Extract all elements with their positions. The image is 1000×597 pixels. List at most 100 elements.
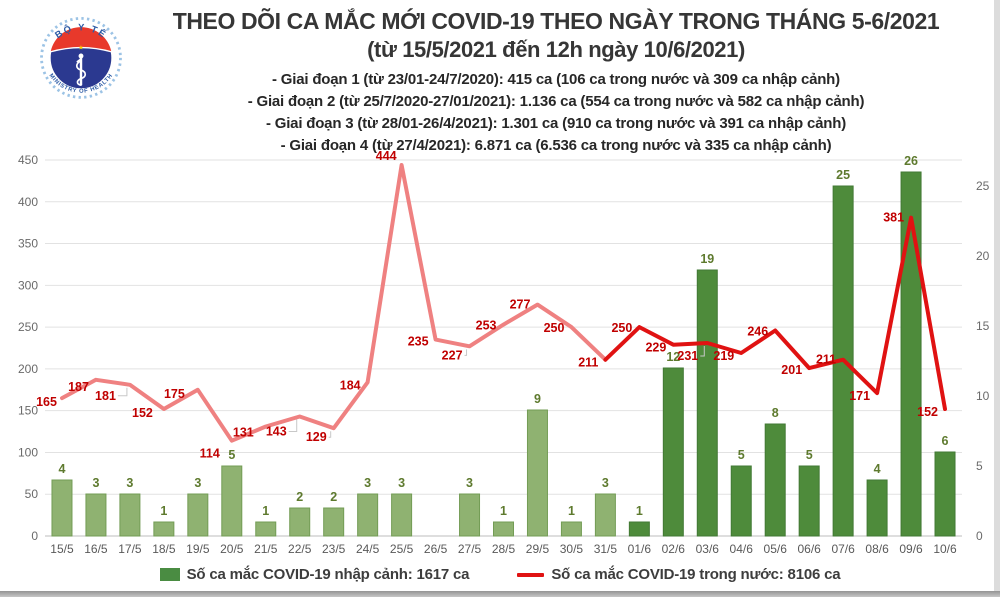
bar-value-label: 6 (942, 434, 949, 448)
page-subtitle: (từ 15/5/2021 đến 12h ngày 10/6/2021) (367, 37, 745, 62)
label-leader-line (464, 349, 468, 356)
line-value-label: 211 (816, 353, 836, 367)
bar (153, 521, 175, 537)
line-value-label: 250 (611, 321, 632, 335)
line-value-label: 444 (376, 149, 397, 163)
x-axis-label: 22/5 (288, 542, 312, 556)
bar-value-label: 1 (636, 504, 643, 518)
x-axis-label: 30/5 (560, 542, 584, 556)
bar (255, 521, 277, 537)
x-axis-label: 23/5 (322, 542, 346, 556)
bar (526, 409, 548, 537)
bar (696, 269, 718, 537)
bar-value-label: 1 (500, 504, 507, 518)
bar (459, 493, 481, 537)
bar (934, 451, 956, 537)
line-value-label: 131 (233, 426, 254, 440)
left-axis-tick: 200 (18, 362, 38, 376)
x-axis-label: 31/5 (594, 542, 618, 556)
phase-line-3: - Giai đoạn 3 (từ 28/01-26/4/2021): 1.30… (265, 115, 846, 132)
rod-of-asclepius-icon (75, 53, 87, 86)
x-axis-label: 24/5 (356, 542, 380, 556)
bar (560, 521, 582, 537)
legend-item-domestic: Số ca mắc COVID-19 trong nước: 8106 ca (517, 566, 841, 583)
phase-line-2: - Giai đoạn 2 (từ 25/7/2020-27/01/2021):… (247, 93, 865, 110)
line-value-label: 175 (164, 387, 185, 401)
line-value-label: 211 (578, 356, 598, 370)
legend-bar-label: Số ca mắc COVID-19 nhập cảnh: 1617 ca (186, 566, 470, 583)
bar (594, 493, 616, 537)
line-value-label: 229 (645, 341, 666, 355)
line-value-label: 246 (747, 324, 768, 338)
bottom-border (0, 591, 1000, 597)
x-axis-label: 15/5 (50, 542, 74, 556)
bar-value-label: 2 (296, 490, 303, 504)
bar-value-label: 19 (700, 252, 714, 266)
phase-summary: - Giai đoạn 1 (từ 23/01-24/7/2020): 415 … (126, 69, 986, 157)
bar (764, 423, 786, 537)
legend-line-label: Số ca mắc COVID-19 trong nước: 8106 ca (551, 566, 841, 583)
x-axis-label: 28/5 (492, 542, 516, 556)
label-leader-line (328, 431, 332, 438)
bar (798, 465, 820, 537)
bar (662, 367, 684, 537)
bar (221, 465, 243, 537)
bar-value-label: 5 (806, 448, 813, 462)
moh-logo-image: ★ BỘ Y TẾ MINISTRY OF HEALTH (40, 16, 122, 99)
x-axis-label: 05/6 (764, 542, 788, 556)
x-axis-label: 17/5 (118, 542, 142, 556)
bar-value-label: 5 (738, 448, 745, 462)
left-axis-tick: 450 (18, 153, 38, 167)
bar (730, 465, 752, 537)
x-axis-label: 20/5 (220, 542, 244, 556)
right-axis-tick: 15 (976, 319, 990, 333)
case-line-june (603, 215, 947, 411)
bar (51, 479, 73, 537)
moh-logo: ★ BỘ Y TẾ MINISTRY OF HEALTH (34, 4, 128, 108)
bar (357, 493, 379, 537)
bar-value-label: 8 (772, 406, 779, 420)
left-axis-tick: 400 (18, 195, 38, 209)
phase-line-4: - Giai đoạn 4 (từ 27/4/2021): 6.871 ca (… (280, 137, 832, 154)
x-axis-label: 29/5 (526, 542, 550, 556)
bar (323, 507, 345, 537)
bar-value-label: 4 (59, 462, 66, 476)
line-value-label: 231 (677, 349, 698, 363)
logo-star-icon: ★ (78, 44, 83, 51)
line-value-label: 381 (883, 211, 904, 225)
left-axis-tick: 100 (18, 445, 38, 459)
bar-value-label: 12 (666, 350, 680, 364)
x-axis-label: 09/6 (899, 542, 923, 556)
bar-value-label: 3 (364, 476, 371, 490)
page-title: THEO DÕI CA MẮC MỚI COVID-19 THEO NGÀY T… (172, 8, 940, 34)
line-value-label: 152 (132, 406, 153, 420)
line-value-label: 114 (200, 447, 220, 461)
right-axis-tick: 10 (976, 389, 990, 403)
right-axis-tick: 25 (976, 179, 990, 193)
x-axis-label: 25/5 (390, 542, 414, 556)
logo-red-segment (50, 27, 112, 52)
chart-legend: Số ca mắc COVID-19 nhập cảnh: 1617 ca Số… (0, 566, 1000, 583)
bar-value-label: 1 (568, 504, 575, 518)
x-axis-label: 26/5 (424, 542, 448, 556)
legend-bar-swatch (159, 568, 180, 581)
right-axis-tick: 20 (976, 249, 990, 263)
bar-value-label: 1 (160, 504, 167, 518)
x-axis-label: 02/6 (662, 542, 686, 556)
bar (493, 521, 514, 537)
legend-line-swatch (517, 572, 545, 577)
x-axis-label: 10/6 (933, 542, 957, 556)
x-axis-label: 03/6 (696, 542, 720, 556)
line-value-label: 171 (849, 389, 870, 403)
left-axis-tick: 250 (18, 320, 38, 334)
header: THEO DÕI CA MẮC MỚI COVID-19 THEO NGÀY T… (126, 6, 986, 157)
bar-value-label: 4 (874, 462, 881, 476)
x-axis-label: 07/6 (831, 542, 855, 556)
x-axis-label: 21/5 (254, 542, 278, 556)
bar-value-label: 9 (534, 392, 541, 406)
line-value-label: 152 (917, 405, 938, 419)
line-value-label: 184 (340, 378, 361, 392)
x-axis-label: 01/6 (628, 542, 652, 556)
x-axis-label: 18/5 (152, 542, 176, 556)
